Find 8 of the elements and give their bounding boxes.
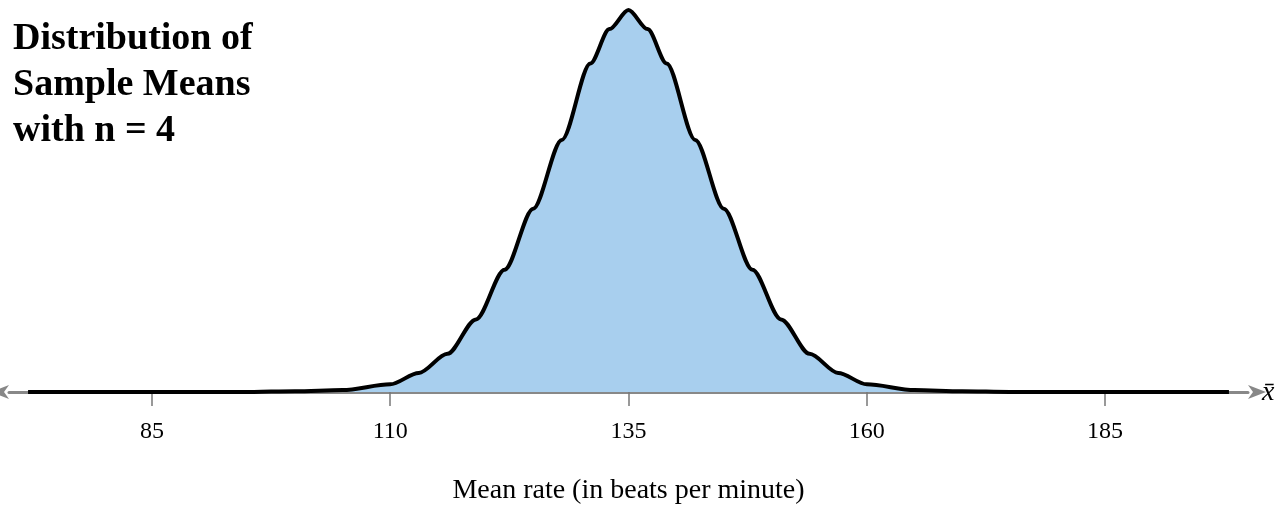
x-tick-label: 135 bbox=[610, 417, 647, 443]
x-tick-label: 160 bbox=[848, 417, 885, 443]
text: Distribution of Sample Means with n = 4 bbox=[13, 15, 263, 149]
x-tick-label: 110 bbox=[372, 417, 408, 443]
text: x̄ bbox=[1261, 374, 1275, 406]
x-tick-label: 185 bbox=[1087, 417, 1124, 443]
x-axis-title: Mean rate (in beats per minute) bbox=[452, 472, 805, 504]
x-tick-label: 85 bbox=[139, 417, 164, 443]
